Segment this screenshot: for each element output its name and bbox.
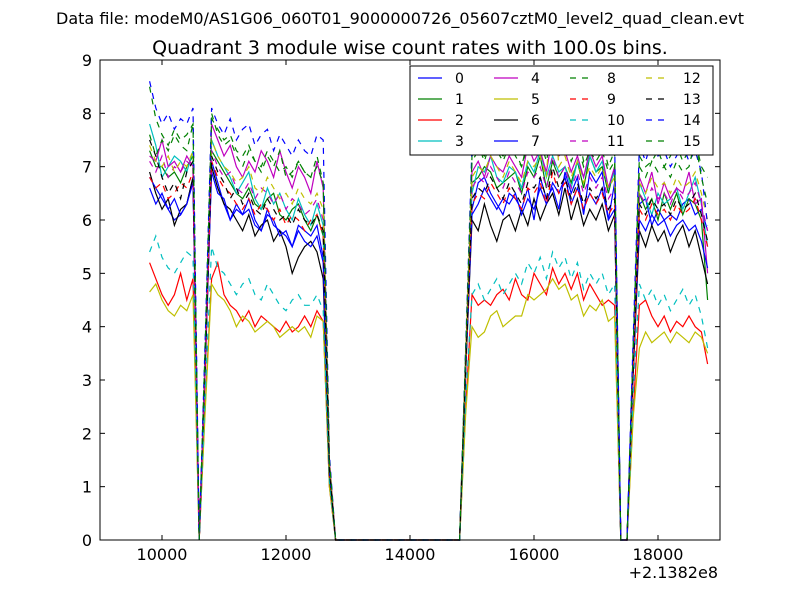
legend-label-3: 3	[455, 134, 464, 150]
x-tick-label: 10000	[137, 545, 188, 564]
x-offset-label: +2.1382e8	[629, 563, 718, 582]
legend-label-13: 13	[683, 92, 701, 108]
series-13-line	[149, 139, 709, 541]
suptitle: Data file: modeM0/AS1G06_060T01_90000007…	[56, 9, 744, 29]
y-tick-label: 0	[82, 531, 92, 550]
legend-label-5: 5	[531, 92, 540, 108]
legend-label-2: 2	[455, 113, 464, 129]
x-tick-label: 16000	[509, 545, 560, 564]
x-tick-label: 18000	[633, 545, 684, 564]
y-tick-label: 6	[82, 211, 92, 230]
legend-label-4: 4	[531, 71, 540, 87]
legend-label-12: 12	[683, 71, 701, 87]
plot-frame	[99, 59, 721, 541]
chart-title: Quadrant 3 module wise count rates with …	[152, 37, 668, 59]
legend-label-9: 9	[607, 92, 616, 108]
legend-label-0: 0	[455, 71, 464, 87]
y-tick-label: 7	[82, 158, 92, 177]
legend-label-14: 14	[683, 113, 701, 129]
y-tick-label: 4	[82, 318, 92, 337]
y-tick-label: 8	[82, 104, 92, 123]
legend-label-6: 6	[531, 113, 540, 129]
series-10-line	[149, 234, 709, 541]
y-tick-label: 9	[82, 51, 92, 70]
legend-frame	[409, 65, 714, 156]
x-tick-label: 12000	[261, 545, 312, 564]
y-tick-label: 1	[82, 478, 92, 497]
y-tick-label: 2	[82, 424, 92, 443]
legend-label-7: 7	[531, 134, 540, 150]
legend-label-15: 15	[683, 134, 701, 150]
x-tick-label: 14000	[385, 545, 436, 564]
legend-label-1: 1	[455, 92, 464, 108]
legend-label-10: 10	[607, 113, 625, 129]
y-tick-label: 3	[82, 371, 92, 390]
y-tick-label: 5	[82, 264, 92, 283]
legend-label-11: 11	[607, 134, 625, 150]
legend-label-8: 8	[607, 71, 616, 87]
